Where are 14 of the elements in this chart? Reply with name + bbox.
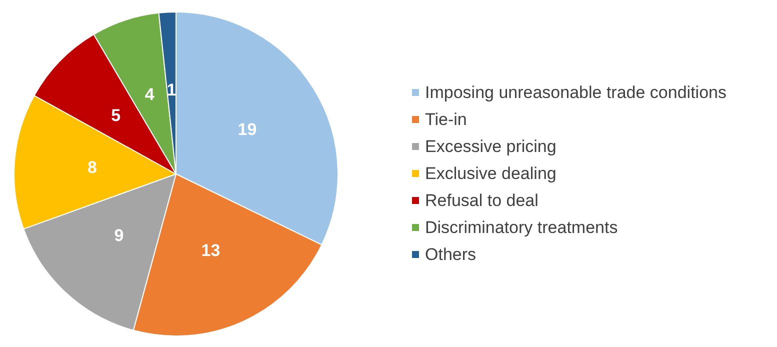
legend-label: Exclusive dealing (425, 164, 556, 183)
legend-label: Tie-in (425, 110, 467, 129)
data-label: 5 (111, 106, 121, 125)
data-label: 4 (144, 84, 155, 104)
data-label: 1 (166, 80, 176, 100)
legend-label: Discriminatory treatments (425, 218, 618, 237)
data-label: 19 (238, 120, 257, 139)
data-label: 8 (88, 158, 97, 177)
data-label: 13 (201, 240, 220, 260)
legend-label: Excessive pricing (425, 137, 556, 156)
legend-label: Refusal to deal (425, 191, 538, 210)
data-label: 9 (114, 226, 124, 246)
legend-label: Others (425, 245, 476, 264)
legend-label: Imposing unreasonable trade conditions (425, 83, 726, 102)
